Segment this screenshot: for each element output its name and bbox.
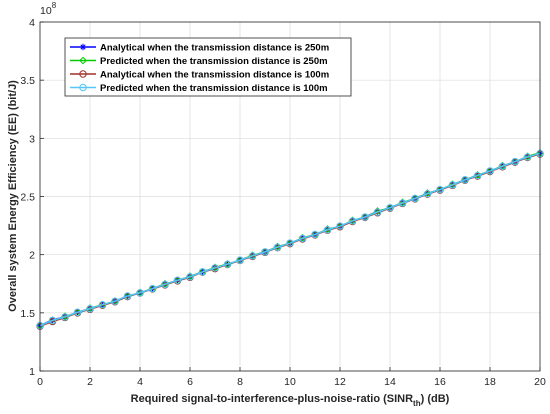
y-tick-label: 1.5 (20, 308, 35, 320)
series-4-line (39, 152, 541, 327)
x-tick-label: 0 (37, 376, 43, 388)
x-tick-label: 18 (484, 376, 496, 388)
series-4-point (248, 252, 257, 260)
legend-label: Analytical when the transmission distanc… (100, 70, 329, 81)
y-axis-label: Overall system Energy Efficiency (EE) (b… (7, 80, 19, 312)
series-4-point (161, 280, 169, 289)
x-tick-label: 14 (384, 376, 396, 388)
y-tick-label: 4 (29, 17, 35, 29)
legend: Analytical when the transmission distanc… (64, 37, 352, 97)
series-4-point (348, 217, 357, 225)
x-axis-label: Required signal-to-interference-plus-noi… (131, 393, 450, 408)
series-layer (36, 148, 544, 330)
legend-item-3: Analytical when the transmission distanc… (70, 70, 329, 81)
series-4-point (448, 181, 457, 189)
series-4-point (386, 203, 394, 212)
series-4-point (423, 190, 432, 198)
series-4-point (436, 185, 444, 194)
y-exponent-label: 108 (40, 1, 57, 17)
series-4-point (48, 316, 57, 325)
series-4-point (86, 305, 94, 313)
y-exponent-power: 8 (52, 1, 57, 10)
legend-item-1: Analytical when the transmission distanc… (70, 43, 329, 54)
series-4-point (173, 276, 182, 284)
series-4-point (186, 273, 194, 281)
legend-item-4: Predicted when the transmission distance… (70, 83, 328, 94)
series-4-point (523, 153, 532, 161)
series-4-point (473, 171, 482, 180)
series-4-point (286, 239, 294, 247)
series-4-point (123, 292, 132, 300)
x-axis-label-tail: ) (dB) (421, 393, 450, 405)
x-tick-label: 12 (334, 376, 346, 388)
series-4-point (111, 297, 119, 305)
series-4-point (148, 284, 157, 293)
series-4-point (373, 208, 382, 216)
series-4-point (261, 248, 269, 256)
series-4-point (486, 167, 494, 175)
legend-label: Predicted when the transmission distance… (100, 83, 328, 94)
series-4-point (61, 313, 69, 321)
x-tick-label: 2 (87, 376, 93, 388)
legend-swatch-marker (79, 56, 87, 65)
y-tick-label: 3 (29, 133, 35, 145)
x-tick-label: 4 (137, 376, 143, 388)
tick-labels: 0 2 4 6 8 10 12 14 16 18 20 1 1.5 2 2.5 3 3.5 4 (20, 17, 546, 388)
legend-label: Analytical when the transmission distanc… (100, 43, 329, 54)
y-tick-label: 3.5 (20, 75, 35, 87)
series-4-point (511, 157, 519, 166)
legend-item-2: Predicted when the transmission distance… (70, 56, 328, 67)
legend-swatch-marker (79, 83, 87, 92)
legend-label: Predicted when the transmission distance… (100, 56, 328, 67)
y-tick-label: 1 (29, 366, 35, 378)
x-tick-label: 8 (237, 376, 243, 388)
legend-box (64, 37, 352, 97)
series-4-point (398, 199, 407, 207)
series-4-point (73, 308, 82, 316)
x-axis-label-main: Required signal-to-interference-plus-noi… (131, 393, 413, 405)
series-4-point (323, 226, 332, 234)
series-4-point (211, 264, 219, 272)
series-4-point (461, 176, 469, 184)
series-4-point (136, 289, 144, 297)
x-tick-label: 10 (284, 376, 296, 388)
y-tick-label: 2 (29, 250, 35, 262)
series-4-point (223, 260, 232, 268)
series-4-point (411, 194, 419, 203)
series-4-point (98, 300, 107, 309)
series-4 (36, 149, 544, 330)
x-tick-label: 16 (434, 376, 446, 388)
y-tick-label: 2.5 (20, 192, 35, 204)
series-4-point (198, 268, 207, 276)
x-tick-label: 6 (187, 376, 193, 388)
legend-items: Analytical when the transmission distanc… (70, 43, 329, 94)
series-4-point (236, 256, 244, 264)
x-axis-label-subscript: th (413, 399, 421, 408)
y-exponent-base: 10 (40, 5, 52, 17)
tick-marks (39, 21, 541, 372)
series-4-point (498, 162, 507, 170)
series-4-point (311, 230, 319, 239)
series-4-point (336, 222, 344, 230)
series-4-point (298, 234, 307, 243)
legend-swatch-marker (79, 70, 87, 78)
legend-swatch-marker (79, 43, 87, 51)
series-4-point (273, 243, 282, 251)
x-tick-label: 20 (534, 376, 546, 388)
series-4-point (361, 213, 369, 221)
